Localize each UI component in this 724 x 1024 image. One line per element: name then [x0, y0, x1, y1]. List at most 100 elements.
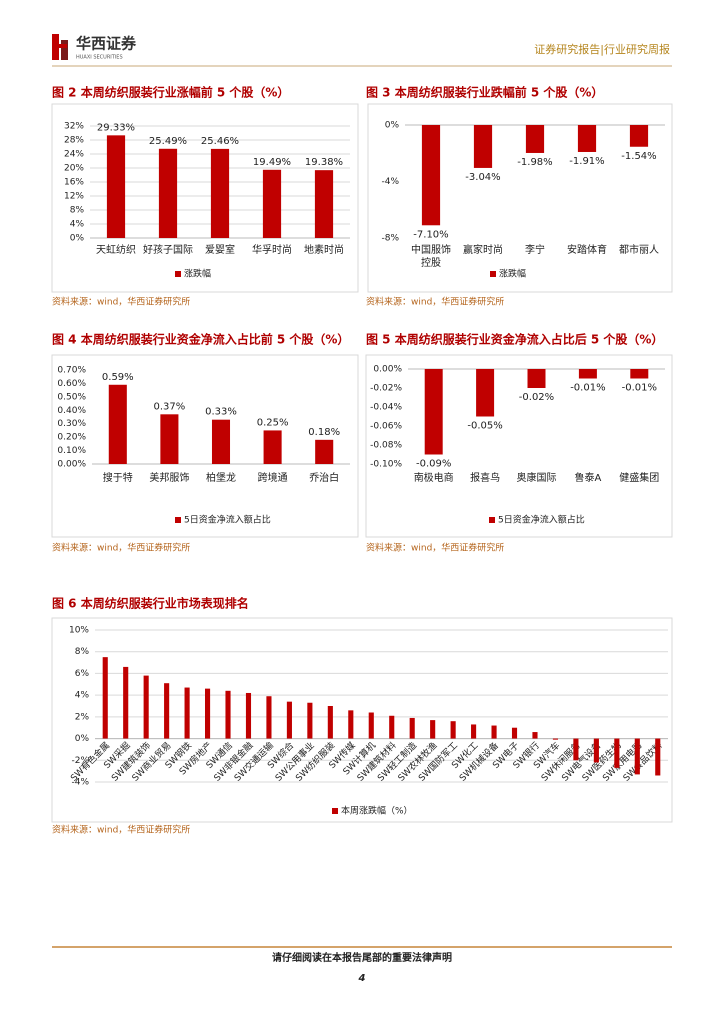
bar: [348, 710, 354, 739]
y-tick-label: 20%: [64, 164, 84, 174]
x-tick-label: 南极电商: [414, 471, 454, 484]
legend-swatch: [332, 808, 338, 814]
chart-title: 图 5 本周纺织服装行业资金净流入占比后 5 个股（%）: [366, 332, 663, 347]
value-label: 0.18%: [308, 427, 340, 438]
x-tick-label: 好孩子国际: [143, 243, 193, 256]
value-label: 0.59%: [102, 372, 134, 383]
y-tick-label: -4%: [381, 177, 399, 187]
legend-label: 涨跌幅: [184, 268, 211, 280]
y-tick-label: 4%: [70, 220, 85, 230]
bar: [262, 169, 282, 238]
bar: [286, 701, 292, 739]
y-tick-label: -8%: [381, 234, 399, 244]
y-tick-label: 2%: [75, 712, 90, 722]
y-tick-label: 6%: [75, 669, 90, 679]
legend-swatch: [175, 517, 181, 523]
bar: [527, 369, 546, 388]
bar: [630, 369, 649, 379]
value-label: -0.02%: [519, 392, 554, 403]
chart-title: 图 4 本周纺织服装行业资金净流入占比前 5 个股（%）: [52, 332, 349, 347]
bar: [577, 125, 597, 152]
brand-en: HUAXI SECURITIES: [76, 55, 123, 61]
bar: [160, 414, 179, 464]
value-label: -0.09%: [416, 459, 451, 470]
chart-frame: [51, 103, 359, 293]
x-tick-label: 华孚时尚: [252, 243, 292, 256]
x-tick-label: 鲁泰A: [574, 471, 601, 484]
value-label: -3.04%: [465, 172, 500, 183]
bar: [421, 125, 441, 226]
bar: [491, 725, 497, 739]
y-tick-label: 24%: [64, 150, 84, 160]
y-tick-label: 28%: [64, 136, 84, 146]
value-label: -1.98%: [517, 157, 552, 168]
bar: [552, 738, 559, 740]
source-note: 资料来源：wind，华西证券研究所: [366, 296, 504, 308]
legend-label: 涨跌幅: [499, 268, 526, 280]
chart-title: 图 3 本周纺织服装行业跌幅前 5 个股（%）: [366, 85, 603, 100]
x-tick-label: 李宁: [525, 243, 545, 256]
brand: 华西证券: [76, 35, 137, 53]
bar: [315, 439, 334, 464]
value-label: -0.01%: [570, 383, 605, 394]
y-tick-label: -0.06%: [370, 422, 402, 432]
x-tick-label: 健盛集团: [619, 471, 659, 484]
bar: [266, 696, 272, 739]
x-tick-label: 安踏体育: [567, 243, 607, 256]
value-label: -1.91%: [569, 156, 604, 167]
bar: [476, 369, 495, 417]
bar: [511, 727, 518, 739]
bar: [389, 715, 395, 739]
bar: [211, 419, 231, 464]
x-tick-label: 柏堡龙: [206, 471, 236, 484]
x-tick-label: 中国服饰控股: [411, 243, 451, 269]
bar: [106, 135, 126, 238]
y-tick-label: 8%: [70, 206, 85, 216]
bar: [210, 148, 230, 238]
value-label: 0.25%: [257, 417, 289, 428]
bar: [204, 688, 211, 739]
bar: [525, 125, 545, 153]
source-note: 资料来源：wind，华西证券研究所: [366, 542, 504, 554]
x-tick-label: 都市丽人: [619, 243, 659, 256]
bar: [158, 148, 178, 238]
value-label: -0.01%: [622, 383, 657, 394]
bar: [424, 369, 443, 455]
footer-notice: 请仔细阅读在本报告尾部的重要法律声明: [272, 951, 452, 964]
chart-frame: [367, 103, 673, 293]
y-tick-label: -0.08%: [370, 441, 402, 451]
value-label: -7.10%: [413, 229, 448, 240]
chart-frame: [51, 617, 673, 823]
bar: [629, 125, 649, 147]
y-tick-label: -4%: [71, 778, 89, 788]
bar: [143, 675, 149, 739]
bar: [184, 687, 190, 739]
bar: [614, 738, 620, 768]
x-tick-label: 跨境通: [258, 471, 288, 484]
value-label: 0.37%: [154, 401, 186, 412]
value-label: 19.38%: [305, 157, 343, 168]
source-note: 资料来源：wind，华西证券研究所: [52, 824, 190, 836]
y-tick-label: 0.70%: [57, 366, 86, 376]
bar: [655, 738, 661, 776]
value-label: 0.33%: [205, 407, 237, 418]
y-tick-label: 4%: [75, 691, 90, 701]
bar: [471, 724, 477, 739]
bar: [409, 717, 415, 739]
y-tick-label: 0.50%: [57, 392, 86, 402]
bar: [123, 666, 129, 739]
bar: [450, 721, 456, 739]
bar: [634, 738, 640, 775]
legend-swatch: [489, 517, 495, 523]
y-tick-label: -0.04%: [370, 403, 402, 413]
bar: [593, 738, 599, 763]
legend-label: 5日资金净流入额占比: [184, 514, 271, 526]
y-tick-label: 0.60%: [57, 379, 86, 389]
value-label: 25.49%: [149, 136, 187, 147]
y-tick-label: 0%: [385, 121, 400, 131]
chart-title: 图 2 本周纺织服装行业涨幅前 5 个股（%）: [52, 85, 289, 100]
chart-frame: [51, 354, 359, 538]
bar: [327, 706, 333, 739]
value-label: 25.46%: [201, 136, 239, 147]
